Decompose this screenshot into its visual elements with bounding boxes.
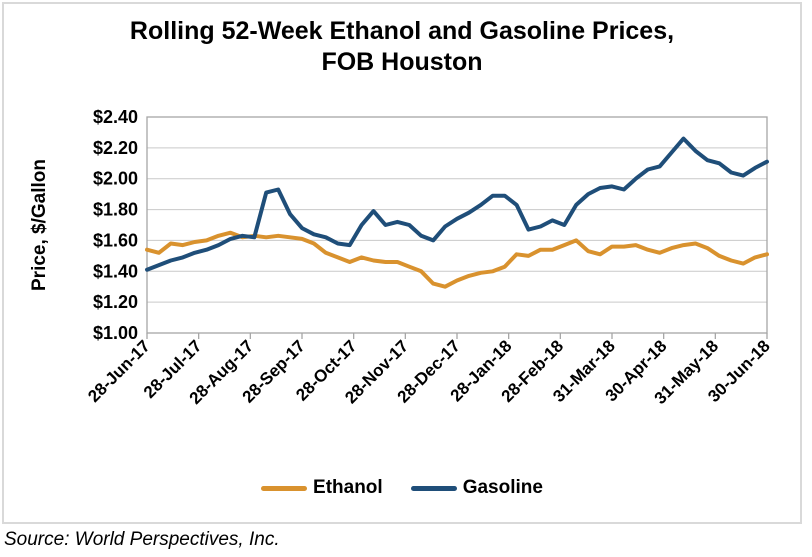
chart-title-line-1: Rolling 52-Week Ethanol and Gasoline Pri… xyxy=(129,17,675,45)
chart-legend: Ethanol Gasoline xyxy=(2,477,802,499)
legend-label-gasoline: Gasoline xyxy=(462,477,543,498)
y-tick-label: $2.40 xyxy=(93,107,138,127)
gasoline-line xyxy=(145,136,769,272)
y-tick-label: $1.80 xyxy=(93,200,138,220)
y-tick-label: $2.00 xyxy=(93,169,138,189)
y-tick-label: $1.60 xyxy=(93,230,138,250)
y-axis-title: Price, $/Gallon xyxy=(29,159,50,291)
source-note: Source: World Perspectives, Inc. xyxy=(4,529,280,550)
chart-title: Rolling 52-Week Ethanol and Gasoline Pri… xyxy=(2,16,802,78)
x-tick-label: 28-Jun-17 xyxy=(84,336,154,406)
y-tick-label: $2.20 xyxy=(93,138,138,158)
legend-label-ethanol: Ethanol xyxy=(313,477,383,498)
legend-swatch-gasoline xyxy=(410,485,457,491)
y-tick-label: $1.20 xyxy=(93,292,138,312)
chart-title-line-2: FOB Houston xyxy=(321,48,483,76)
y-tick-label: $1.00 xyxy=(93,323,138,343)
legend-item-gasoline: Gasoline xyxy=(410,477,543,499)
y-tick-label: $1.40 xyxy=(93,261,138,281)
legend-item-ethanol: Ethanol xyxy=(261,477,383,499)
legend-swatch-ethanol xyxy=(261,485,308,491)
